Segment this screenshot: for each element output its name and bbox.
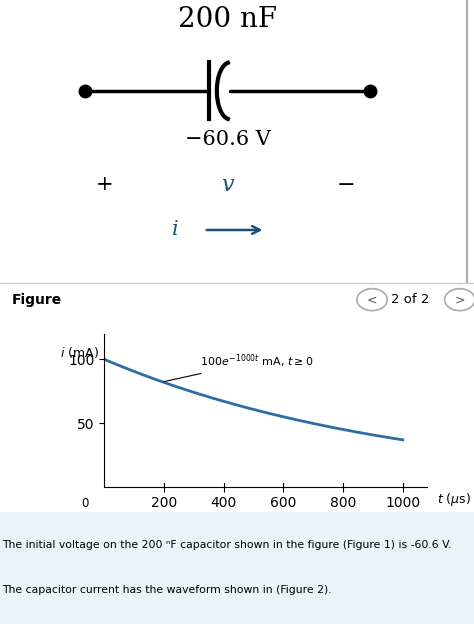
Text: <: < [367, 293, 377, 306]
Circle shape [357, 289, 387, 311]
Text: −60.6 V: −60.6 V [184, 130, 271, 149]
Text: +: + [95, 175, 113, 194]
Text: >: > [455, 293, 465, 306]
Text: 200 nF: 200 nF [178, 6, 277, 33]
Text: $i$ (mA): $i$ (mA) [60, 346, 99, 361]
Text: 0: 0 [81, 497, 89, 510]
Text: −: − [337, 173, 356, 195]
Text: The capacitor current has the waveform shown in (Figure 2).: The capacitor current has the waveform s… [2, 585, 331, 595]
Text: The initial voltage on the 200 ⁿF capacitor shown in the figure (Figure 1) is -6: The initial voltage on the 200 ⁿF capaci… [2, 540, 452, 550]
Text: $100e^{-1000t}$ mA, $t \geq 0$: $100e^{-1000t}$ mA, $t \geq 0$ [164, 353, 313, 382]
Text: v: v [221, 173, 234, 195]
Text: 2 of 2: 2 of 2 [391, 293, 429, 306]
Text: i: i [172, 220, 179, 240]
Text: $t$ ($\mu$s): $t$ ($\mu$s) [437, 491, 471, 508]
Circle shape [445, 289, 474, 311]
Text: Figure: Figure [12, 293, 62, 306]
